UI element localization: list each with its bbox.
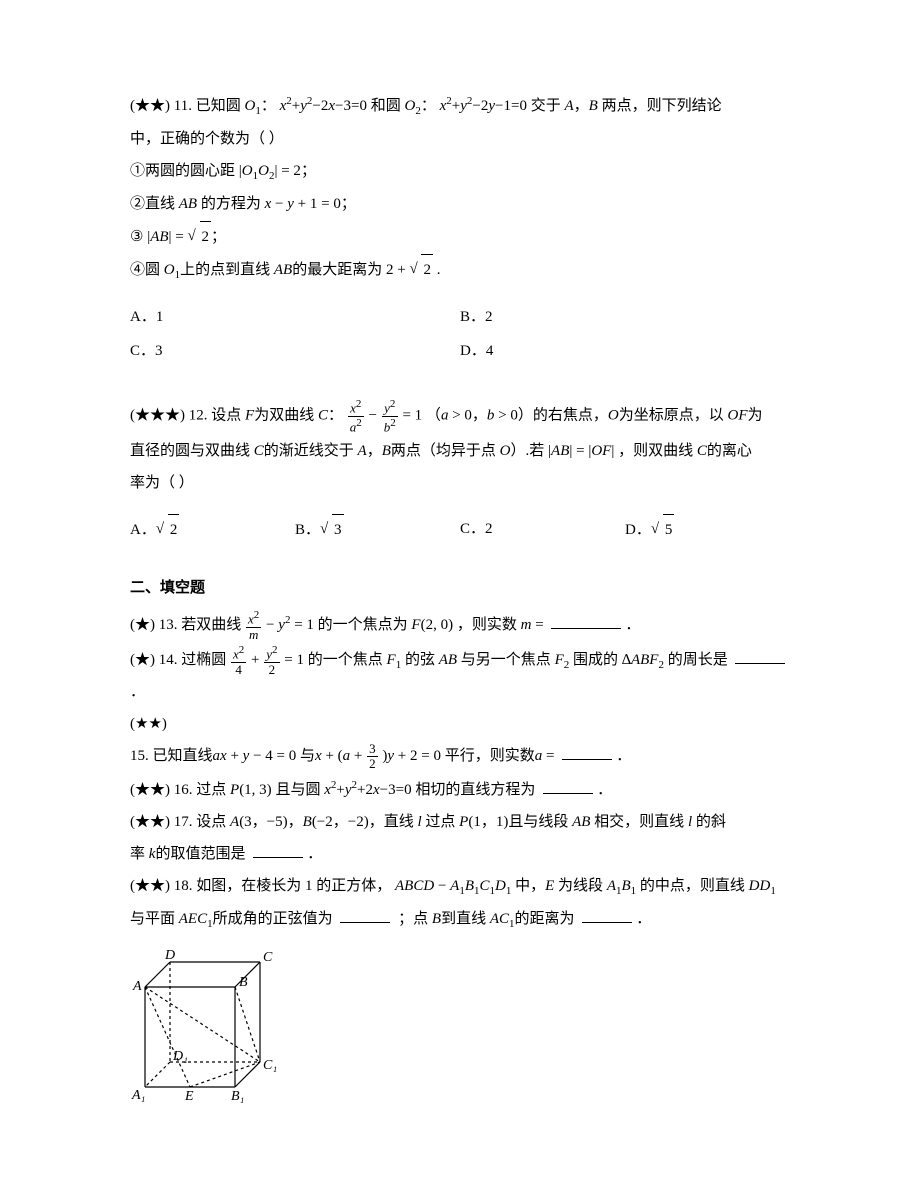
option-a: A．2: [130, 514, 295, 545]
question-17-line1: (★★) 17. 设点 A(3，−5)，B(−2，−2)，直线 l 过点 P(1…: [130, 807, 790, 837]
label-E: E: [184, 1089, 194, 1104]
q11-stem-line1: (★★) 11. 已知圆 O1： x2+y2−2x−3=0 和圆 O2： x2+…: [130, 90, 790, 122]
question-12: (★★★) 12. 设点 F为双曲线 C： x2a2 − y2b2 = 1 （a…: [130, 398, 790, 545]
answer-blank: [562, 745, 612, 760]
question-11: (★★) 11. 已知圆 O1： x2+y2−2x−3=0 和圆 O2： x2+…: [130, 90, 790, 370]
fraction: y2b2: [382, 398, 398, 434]
answer-blank: [582, 908, 632, 923]
qnum: 12.: [189, 408, 208, 424]
answer-blank: [551, 614, 621, 629]
label-D1: D₁: [172, 1049, 188, 1064]
question-16: (★★) 16. 过点 P(1, 3) 且与圆 x2+y2+2x−3=0 相切的…: [130, 774, 790, 805]
qnum: 15.: [130, 748, 149, 764]
q11-statement-2: ②直线 AB 的方程为 x − y + 1 = 0；: [130, 189, 790, 219]
stars: (★★): [130, 814, 170, 830]
cube-svg: D C A B D₁ C₁ A₁ B₁ E: [130, 947, 300, 1107]
label-B: B: [239, 975, 248, 990]
q12-stem-line1: (★★★) 12. 设点 F为双曲线 C： x2a2 − y2b2 = 1 （a…: [130, 398, 790, 434]
qnum: 17.: [174, 814, 193, 830]
answer-blank: [253, 843, 303, 858]
stars: (★★): [130, 98, 170, 114]
label-A1: A₁: [131, 1088, 145, 1103]
fraction: x2m: [246, 609, 261, 642]
q15-stars: (★★): [130, 709, 790, 739]
answer-blank: [735, 649, 785, 664]
label-C: C: [263, 950, 273, 965]
question-18-line2: 与平面 AEC1所成角的正弦值为 ；点 B到直线 AC1的距离为 ．: [130, 904, 790, 935]
q11-options: A．1 B．2 C．3 D．4: [130, 302, 790, 370]
stars: (★★): [130, 782, 170, 798]
q11-statement-4: ④圆 O1上的点到直线 AB的最大距离为 2 + 2 .: [130, 254, 790, 286]
qnum: 16.: [174, 782, 193, 798]
q11-statement-3: ③ |AB| = 2；: [130, 221, 790, 252]
question-13: (★) 13. 若双曲线 x2m − y2 = 1 的一个焦点为 F(2, 0)…: [130, 609, 790, 642]
qnum: 13.: [159, 617, 178, 633]
question-18-line1: (★★) 18. 如图，在棱长为 1 的正方体， ABCD − A1B1C1D1…: [130, 871, 790, 902]
answer-blank: [340, 908, 390, 923]
section-title: 二、填空题: [130, 573, 790, 603]
fraction: x24: [231, 644, 246, 677]
option-d: D．4: [460, 336, 790, 366]
question-17-line2: 率 k的取值范围是 ．: [130, 839, 790, 869]
fraction: x2a2: [348, 398, 364, 434]
question-14: (★) 14. 过椭圆 x24 + y22 = 1 的一个焦点 F1 的弦 AB…: [130, 644, 790, 707]
question-15: 15. 已知直线ax + y − 4 = 0 与x + (a + 32 )y +…: [130, 741, 790, 771]
option-c: C．3: [130, 336, 460, 366]
label-B1: B₁: [231, 1089, 244, 1104]
q12-stem-line2: 直径的圆与双曲线 C的渐近线交于 A，B两点（均异于点 O）.若 |AB| = …: [130, 436, 790, 466]
q12-stem-line3: 率为（ ）: [130, 468, 790, 498]
option-b: B．3: [295, 514, 460, 545]
q12-options: A．2 B．3 C．2 D．5: [130, 514, 790, 545]
label-A: A: [132, 979, 142, 994]
qnum: 18.: [174, 878, 193, 894]
fraction: 32: [367, 742, 378, 772]
option-d: D．5: [625, 514, 790, 545]
cube-diagram: D C A B D₁ C₁ A₁ B₁ E: [130, 947, 790, 1118]
stars: (★★): [130, 878, 170, 894]
qnum: 11.: [174, 98, 192, 114]
option-c: C．2: [460, 514, 625, 545]
label-D: D: [164, 948, 175, 963]
qnum: 14.: [159, 652, 178, 668]
stars: (★): [130, 617, 155, 633]
fraction: y22: [264, 644, 279, 677]
q11-statement-1: ①两圆的圆心距 |O1O2| = 2；: [130, 156, 790, 187]
stars: (★): [130, 652, 155, 668]
option-a: A．1: [130, 302, 460, 332]
option-b: B．2: [460, 302, 790, 332]
q11-stem-line2: 中，正确的个数为（ ）: [130, 124, 790, 154]
label-C1: C₁: [263, 1058, 277, 1073]
answer-blank: [543, 779, 593, 794]
stars: (★★★): [130, 408, 185, 424]
